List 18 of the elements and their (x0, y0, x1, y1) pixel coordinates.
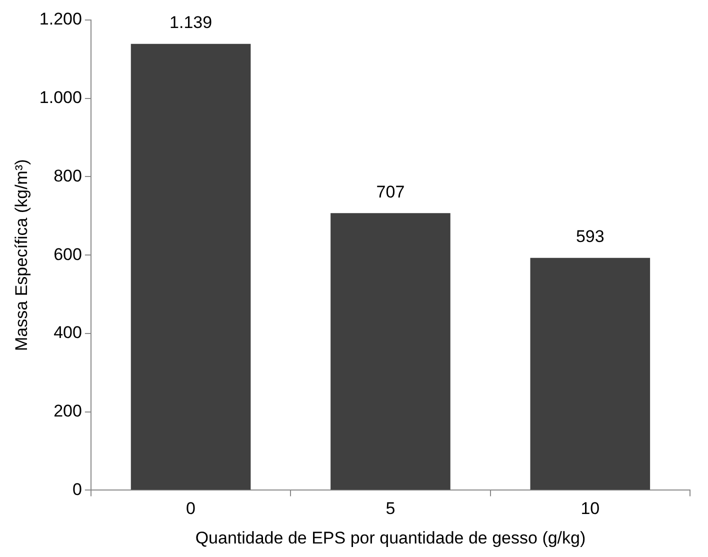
y-tick-label: 0 (72, 480, 82, 499)
bar (330, 213, 450, 490)
y-tick-label: 800 (54, 166, 82, 186)
bar (530, 258, 650, 490)
y-tick-label: 1.200 (39, 10, 82, 29)
bar (130, 44, 251, 490)
y-tick-label: 1.000 (39, 88, 82, 108)
x-tick-label: 0 (186, 499, 196, 518)
x-tick-label: 10 (580, 499, 600, 518)
x-axis-title: Quantidade de EPS por quantidade de gesso (g/kg) (195, 528, 586, 548)
y-tick-label: 400 (54, 323, 82, 342)
x-tick-label: 5 (386, 499, 396, 518)
y-tick-label: 200 (54, 402, 82, 421)
y-tick-label: 600 (54, 244, 82, 264)
y-axis-title: Massa Específica (kg/m³) (12, 159, 31, 351)
data-label: 593 (576, 227, 604, 246)
data-label: 707 (376, 182, 405, 202)
data-label: 1.139 (170, 13, 212, 32)
